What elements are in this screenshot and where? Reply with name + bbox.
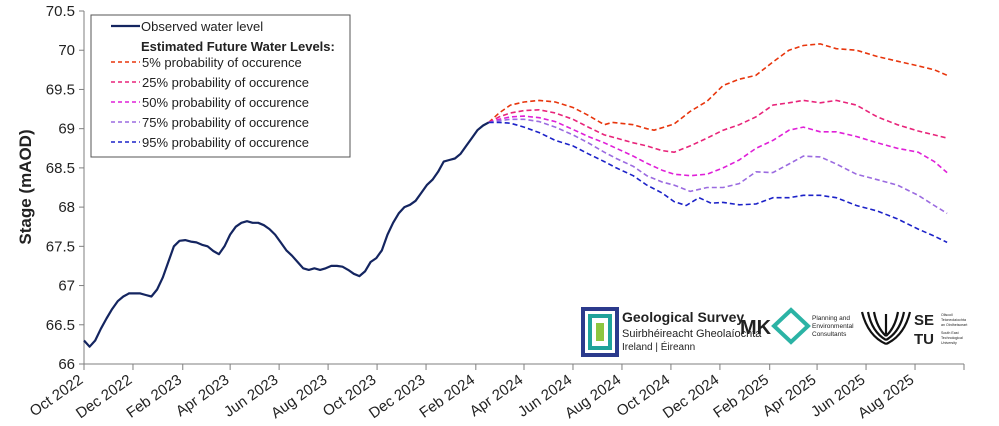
legend-box <box>90 14 351 158</box>
setu-text-5: Technological <box>941 336 963 340</box>
legend: Observed water level Estimated Future Wat… <box>90 14 351 158</box>
mko-tagline-1: Planning and <box>812 315 850 322</box>
gsi-logo-square-mid <box>588 314 612 350</box>
gsi-logo-country: Ireland | Éireann <box>622 340 695 353</box>
x-tick-label: Apr 2023 <box>173 371 233 420</box>
y-tick-label: 69 <box>58 121 75 138</box>
y-tick-label: 66 <box>58 356 75 373</box>
gsi-logo-irish: Suirbhéireacht Gheolaíochta <box>622 328 762 340</box>
gsi-logo-square-inner <box>596 323 604 341</box>
series-line-1 <box>488 43 948 131</box>
x-tick-label: Aug 2024 <box>562 371 624 422</box>
x-tick-label: Aug 2023 <box>268 371 330 422</box>
series-line-2 <box>488 99 948 153</box>
geological-survey-logo: Geological Survey Suirbhéireacht Gheolaí… <box>581 307 762 357</box>
x-tick-label: Feb 2025 <box>710 371 772 421</box>
gsi-logo-square-outer <box>581 307 619 357</box>
mko-logo-mk: MK <box>740 317 772 339</box>
setu-logo-tu: TU <box>914 331 934 348</box>
y-tick-label: 67 <box>58 278 75 295</box>
setu-text-3: an Oirdheisceart <box>941 323 967 327</box>
y-axis-label: Stage (mAOD) <box>16 129 35 244</box>
setu-text-2: Teicneolaíochta <box>941 318 966 322</box>
legend-label: 75% probability of occurence <box>142 115 309 130</box>
series-line-0 <box>83 121 490 348</box>
setu-crest-icon <box>860 311 912 346</box>
legend-heading: Estimated Future Water Levels: <box>141 39 335 54</box>
y-tick-label: 70 <box>58 42 75 59</box>
series-layer <box>83 43 948 348</box>
y-tick-label: 68 <box>58 199 75 216</box>
x-tick-label: Feb 2024 <box>416 371 478 421</box>
y-tick-label: 69.5 <box>46 81 75 98</box>
mko-tagline-2: Environmental <box>812 323 854 330</box>
setu-text-1: Ollscoil <box>941 313 953 317</box>
x-tick-label: Apr 2024 <box>467 371 527 420</box>
x-tick-label: Dec 2022 <box>73 371 135 422</box>
x-tick-label: Apr 2025 <box>760 371 820 420</box>
x-tick-label: Aug 2025 <box>855 371 917 422</box>
x-tick-label: Feb 2023 <box>123 371 185 421</box>
legend-label: 95% probability of occurence <box>142 135 309 150</box>
setu-logo-se: SE <box>914 312 934 329</box>
y-tick-label: 66.5 <box>46 317 75 334</box>
setu-text-4: South East <box>941 331 959 335</box>
mko-logo: MK Planning and Environmental Consultant… <box>740 307 854 345</box>
y-tick-label: 67.5 <box>46 238 75 255</box>
series-line-4 <box>488 118 948 215</box>
x-tick-label: Dec 2023 <box>366 371 428 422</box>
setu-logo: SE TU Ollscoil Teicneolaíochta an Oirdhe… <box>860 311 967 348</box>
series-line-3 <box>488 115 948 177</box>
legend-label: 5% probability of occurence <box>142 55 302 70</box>
legend-label: 25% probability of occurence <box>142 75 309 90</box>
setu-text-6: University <box>941 341 957 345</box>
y-tick-label: 70.5 <box>46 3 75 20</box>
x-tick-label: Dec 2024 <box>660 371 722 422</box>
gsi-logo-name: Geological Survey <box>622 309 744 325</box>
mko-tagline-3: Consultants <box>812 331 847 338</box>
y-tick-label: 68.5 <box>46 160 75 177</box>
legend-label: 50% probability of occurence <box>142 95 309 110</box>
series-line-5 <box>488 121 948 244</box>
mko-logo-diamond <box>771 307 811 345</box>
legend-label: Observed water level <box>141 19 263 34</box>
